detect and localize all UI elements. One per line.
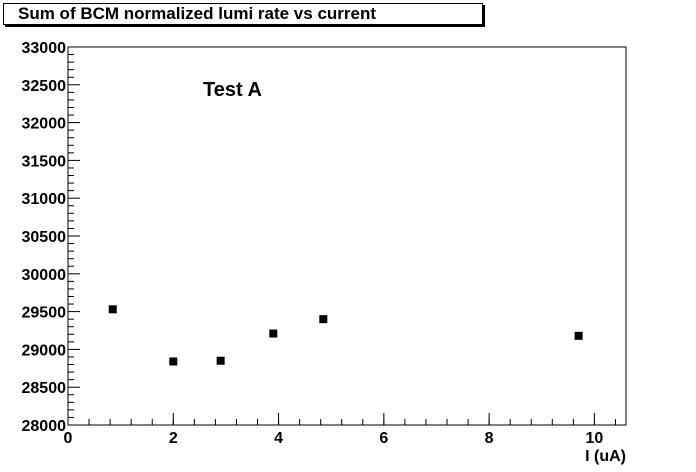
x-tick-label: 6	[379, 430, 388, 447]
x-tick-label: 4	[274, 430, 283, 447]
y-tick-label: 31000	[22, 191, 67, 208]
x-tick-label: 10	[586, 430, 604, 447]
annotation-label: Test A	[203, 79, 262, 101]
y-tick-label: 31500	[22, 153, 67, 170]
tick-labels: 28000 28500 29000 29500 30000 30500 31000 31500…	[22, 40, 604, 447]
y-tick-label: 33000	[22, 40, 67, 57]
y-tick-label: 32000	[22, 116, 67, 133]
axis-ticks	[67, 46, 616, 426]
y-tick-label: 30000	[22, 267, 67, 284]
x-tick-label: 0	[64, 430, 73, 447]
y-tick-label: 28000	[22, 418, 67, 435]
x-tick-label: 8	[485, 430, 494, 447]
data-point	[269, 329, 278, 338]
x-axis-label: I (uA)	[585, 448, 626, 465]
data-point	[216, 356, 225, 365]
y-tick-label: 32500	[22, 78, 67, 95]
y-tick-label: 29500	[22, 305, 67, 322]
chart-title: Sum of BCM normalized lumi rate vs curre…	[3, 3, 483, 25]
data-point	[108, 305, 117, 314]
data-point	[574, 331, 583, 340]
y-tick-label: 29000	[22, 342, 67, 359]
y-tick-label: 30500	[22, 229, 67, 246]
data-points	[108, 305, 583, 366]
x-tick-label: 2	[169, 430, 178, 447]
y-tick-label: 28500	[22, 380, 67, 397]
data-point	[169, 357, 178, 366]
plot-frame	[67, 46, 627, 426]
data-point	[319, 315, 328, 324]
